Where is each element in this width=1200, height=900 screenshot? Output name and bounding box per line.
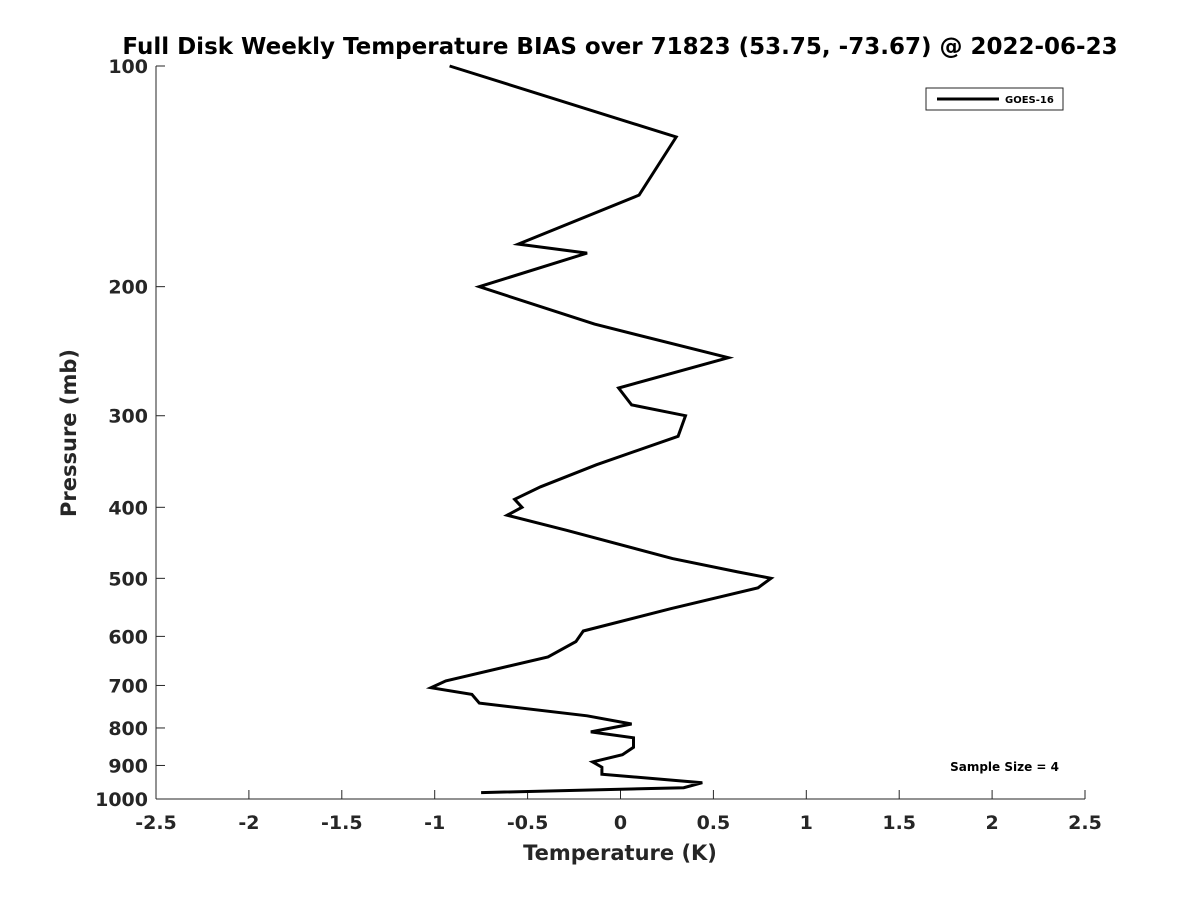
sample-size-annotation: Sample Size = 4: [950, 760, 1059, 774]
y-tick-label: 400: [108, 497, 148, 519]
x-tick-label: 0: [614, 812, 627, 834]
x-tick-label: 2: [985, 812, 998, 834]
x-tick-label: 2.5: [1068, 812, 1102, 834]
x-tick-label: -2.5: [135, 812, 177, 834]
series-layer: [425, 64, 775, 795]
x-axis-label: Temperature (K): [523, 841, 717, 865]
x-tick-label: 0.5: [697, 812, 731, 834]
plot-area: [156, 66, 1085, 799]
x-tick-label: -1.5: [321, 812, 363, 834]
y-tick-label: 800: [108, 718, 148, 740]
x-tick-label: 1: [800, 812, 813, 834]
y-tick-label: 1000: [95, 789, 148, 811]
y-axis-label: Pressure (mb): [57, 349, 81, 517]
y-tick-label: 500: [108, 568, 148, 590]
legend: GOES-16: [925, 87, 1064, 111]
x-tick-label: -1: [424, 812, 445, 834]
chart-title: Full Disk Weekly Temperature BIAS over 7…: [122, 34, 1117, 60]
y-tick-label: 600: [108, 626, 148, 648]
legend-label-goes-16: GOES-16: [1005, 95, 1054, 106]
x-axis-ticks: -2.5 -2 -1.5 -1 -0.5 0 0.5 1 1.5 2 2.5: [135, 790, 1102, 834]
y-tick-label: 700: [108, 675, 148, 697]
y-tick-label: 900: [108, 755, 148, 777]
x-tick-label: 1.5: [882, 812, 916, 834]
y-tick-label: 200: [108, 277, 148, 299]
y-axis-ticks: 100 200 300 400 500 600 700 800 900 1000: [95, 56, 165, 811]
x-tick-label: -0.5: [507, 812, 549, 834]
y-tick-label: 300: [108, 406, 148, 428]
y-tick-label: 100: [108, 56, 148, 78]
series-line-goes-16: [425, 64, 775, 795]
x-tick-label: -2: [238, 812, 259, 834]
